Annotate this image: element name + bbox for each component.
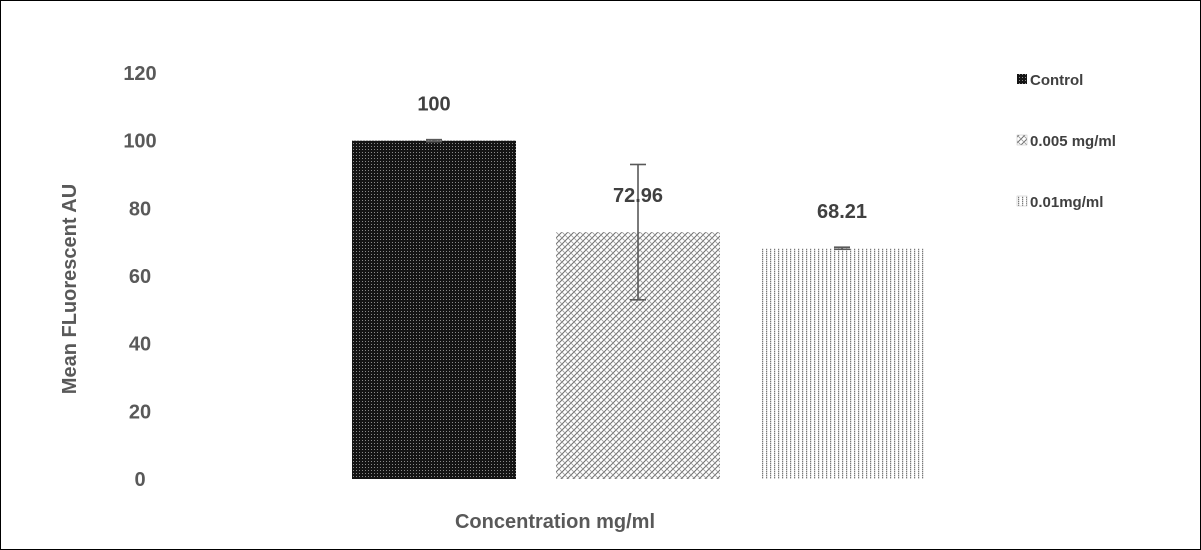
y-tick-label-40: 40 xyxy=(129,334,151,356)
legend-label-control: Control xyxy=(1030,72,1083,89)
legend-label-0-005-mg-ml: 0.005 mg/ml xyxy=(1030,133,1116,150)
error-bars xyxy=(426,138,850,301)
x-axis-title: Concentration mg/ml xyxy=(455,511,655,533)
legend-swatch-control xyxy=(1017,74,1027,84)
y-axis: 0 20 40 60 80 100 120 xyxy=(123,63,156,491)
legend-swatch-0-005-mg-ml xyxy=(1016,134,1028,146)
bar-control xyxy=(352,140,516,479)
error-bar-0-005-mg-ml xyxy=(630,163,646,301)
error-bar-control xyxy=(426,138,442,143)
y-tick-label-100: 100 xyxy=(123,131,156,153)
y-tick-label-20: 20 xyxy=(129,401,151,423)
y-tick-label-80: 80 xyxy=(129,198,151,220)
y-tick-label-120: 120 xyxy=(123,63,156,85)
data-label-control: 100 xyxy=(417,94,450,116)
error-bar-0-01mg-ml xyxy=(834,246,850,251)
y-axis-title: Mean FLuorescent AU xyxy=(59,184,81,394)
data-labels: 100 72.96 68.21 xyxy=(417,94,867,224)
bars xyxy=(352,140,924,479)
legend: Control 0.005 mg/ml 0.01mg/ml xyxy=(1016,72,1116,211)
y-tick-label-0: 0 xyxy=(134,469,145,491)
y-tick-label-60: 60 xyxy=(129,266,151,288)
data-label-0-005-mg-ml: 72.96 xyxy=(613,185,663,207)
bar-0-01mg-ml xyxy=(760,248,924,479)
legend-label-0-01mg-ml: 0.01mg/ml xyxy=(1030,194,1103,211)
legend-swatch-0-01mg-ml xyxy=(1016,195,1028,207)
data-label-0-01mg-ml: 68.21 xyxy=(817,201,867,223)
